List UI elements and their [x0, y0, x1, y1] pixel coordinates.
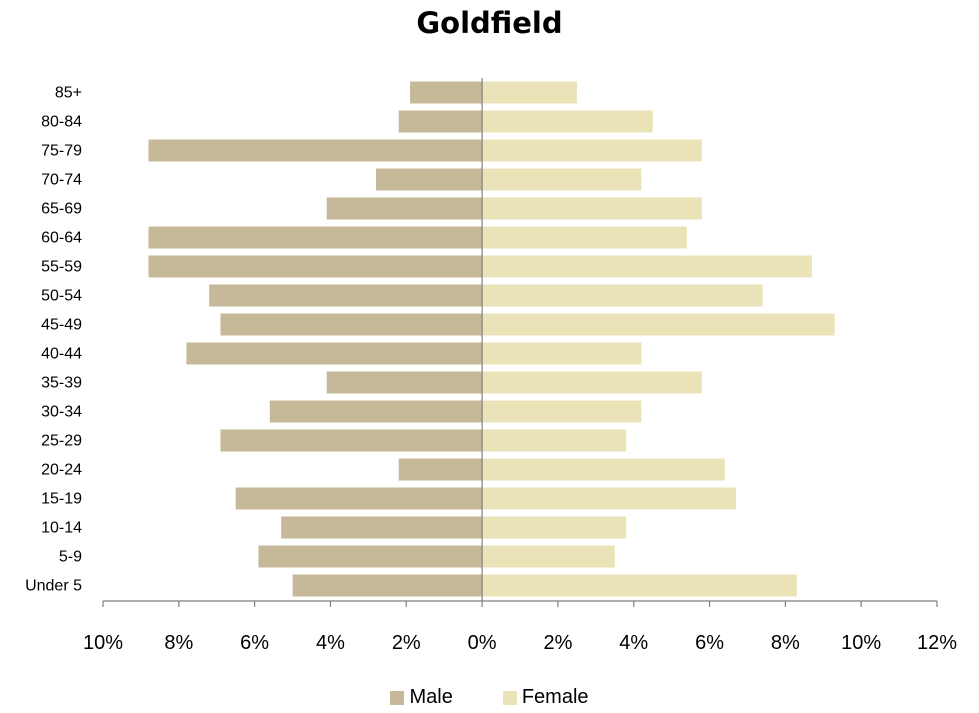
legend-label-male: Male [409, 686, 453, 708]
bar-male-50-54 [209, 284, 483, 307]
bar-male-85+ [410, 81, 483, 104]
bars-layer [148, 81, 835, 597]
bar-female-65-69 [482, 197, 702, 220]
x-tick-label: 4% [619, 632, 648, 654]
category-label: 30-34 [41, 404, 82, 421]
bar-male-20-24 [398, 458, 483, 481]
category-label: 15-19 [41, 491, 82, 508]
legend-item-male: Male [390, 686, 453, 709]
bar-male-75-79 [148, 139, 483, 162]
bar-female-45-49 [482, 313, 835, 336]
bar-male-under-5 [292, 574, 483, 597]
legend-label-female: Female [521, 686, 589, 708]
category-label: 40-44 [41, 346, 82, 363]
bar-male-55-59 [148, 255, 483, 278]
category-label: 10-14 [41, 520, 82, 537]
bar-male-25-29 [220, 429, 483, 452]
bar-female-40-44 [482, 342, 642, 365]
category-label: 80-84 [41, 114, 82, 131]
bar-female-25-29 [482, 429, 627, 452]
bar-female-30-34 [482, 400, 642, 423]
legend-swatch-male [390, 690, 405, 705]
bar-female-5-9 [482, 545, 615, 568]
x-tick-label: 0% [468, 632, 497, 654]
category-label: 50-54 [41, 288, 82, 305]
category-label: Under 5 [25, 578, 82, 595]
category-label: 70-74 [41, 172, 82, 189]
bar-female-35-39 [482, 371, 702, 394]
bar-male-15-19 [235, 487, 483, 510]
bar-female-75-79 [482, 139, 702, 162]
bar-male-40-44 [186, 342, 483, 365]
bar-male-5-9 [258, 545, 483, 568]
bar-female-10-14 [482, 516, 627, 539]
bar-female-15-19 [482, 487, 737, 510]
x-tick-label: 12% [917, 632, 957, 654]
bar-female-70-74 [482, 168, 642, 191]
bar-male-35-39 [326, 371, 483, 394]
legend-swatch-female [502, 690, 517, 705]
category-label: 55-59 [41, 259, 82, 276]
category-label: 65-69 [41, 201, 82, 218]
category-label: 25-29 [41, 433, 82, 450]
legend-item-female: Female [502, 686, 589, 709]
bar-male-70-74 [375, 168, 483, 191]
bar-male-65-69 [326, 197, 483, 220]
category-label: 35-39 [41, 375, 82, 392]
bar-male-45-49 [220, 313, 483, 336]
axis-layer [102, 78, 938, 607]
bar-male-60-64 [148, 226, 483, 249]
chart-title: Goldfield [416, 6, 563, 40]
category-label: 5-9 [59, 549, 82, 566]
x-tick-label: 4% [316, 632, 345, 654]
bar-female-20-24 [482, 458, 725, 481]
x-tick-label: 10% [841, 632, 881, 654]
bar-female-80-84 [482, 110, 653, 133]
x-tick-label: 8% [164, 632, 193, 654]
bar-female-55-59 [482, 255, 812, 278]
category-label: 45-49 [41, 317, 82, 334]
x-tick-label: 6% [695, 632, 724, 654]
category-label: 20-24 [41, 462, 82, 479]
bar-male-10-14 [281, 516, 483, 539]
bar-female-under-5 [482, 574, 797, 597]
category-label: 85+ [55, 85, 82, 102]
category-label: 75-79 [41, 143, 82, 160]
x-tick-label: 10% [83, 632, 123, 654]
bar-female-60-64 [482, 226, 687, 249]
x-tick-label: 6% [240, 632, 269, 654]
legend: Male Female [0, 686, 979, 709]
category-label: 60-64 [41, 230, 82, 247]
labels-layer: Under 5 5-9 10-14 15-19 20-24 25-29 30-34 35-39… [25, 85, 957, 655]
bar-male-80-84 [398, 110, 483, 133]
x-tick-label: 8% [771, 632, 800, 654]
x-tick-label: 2% [392, 632, 421, 654]
bar-male-30-34 [269, 400, 483, 423]
bar-female-50-54 [482, 284, 763, 307]
bar-female-85+ [482, 81, 577, 104]
x-tick-label: 2% [543, 632, 572, 654]
